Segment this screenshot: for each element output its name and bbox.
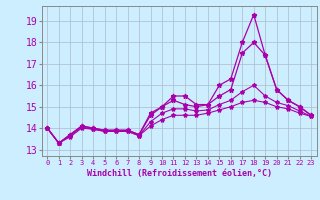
X-axis label: Windchill (Refroidissement éolien,°C): Windchill (Refroidissement éolien,°C) (87, 169, 272, 178)
